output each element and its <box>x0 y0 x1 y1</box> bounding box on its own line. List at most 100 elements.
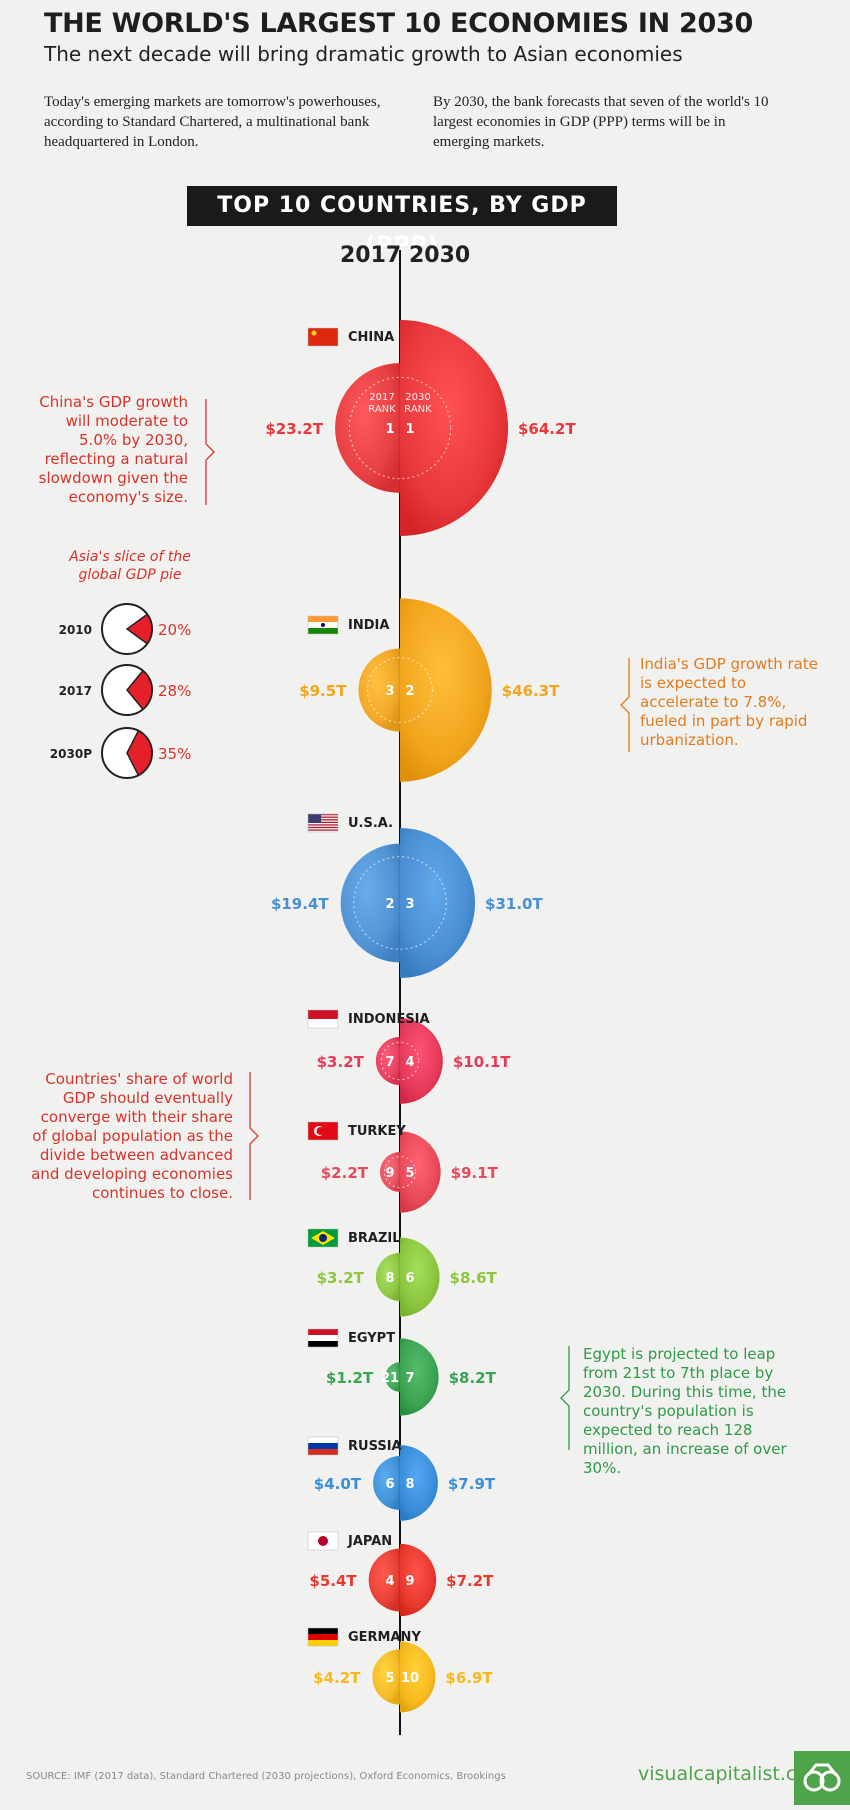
brand-logo-icon <box>794 1751 850 1805</box>
rank-caption-year: 2030 <box>405 392 430 403</box>
country-name: TURKEY <box>348 1124 406 1139</box>
bubble-2017 <box>375 1252 400 1302</box>
rank-2030: 8 <box>405 1477 414 1492</box>
value-label-2030: $6.9T <box>445 1669 493 1687</box>
rank-2017: 3 <box>385 684 394 699</box>
rank-2017: 7 <box>385 1055 394 1070</box>
bubble-2030 <box>400 1237 440 1317</box>
source-note: SOURCE: IMF (2017 data), Standard Charte… <box>26 1771 506 1782</box>
value-label-2030: $31.0T <box>485 895 543 913</box>
value-label-2030: $10.1T <box>453 1053 511 1071</box>
rank-2030: 7 <box>405 1371 414 1386</box>
value-label-2030: $8.6T <box>450 1269 498 1287</box>
country-name: INDIA <box>348 618 389 633</box>
value-label-2030: $46.3T <box>502 682 560 700</box>
rank-2017: 5 <box>385 1671 394 1686</box>
pie-percent-label: 28% <box>158 682 192 700</box>
bubble-2030 <box>400 827 476 979</box>
bubble-inner-ring <box>348 376 452 480</box>
pie-year-label: 2010 <box>58 623 92 637</box>
egypt-flag-icon <box>307 1328 339 1348</box>
egypt-note: Egypt is projected to leap from 21st to … <box>583 1345 787 1477</box>
value-label-2017: $4.0T <box>314 1475 362 1493</box>
country-name: CHINA <box>348 330 394 345</box>
rank-2017: 21 <box>381 1371 399 1386</box>
rank-2030: 1 <box>405 422 414 437</box>
india-flag-icon <box>307 615 339 635</box>
brazil-flag-icon <box>307 1228 339 1248</box>
india-note-bracket <box>620 658 630 752</box>
bubble-2030 <box>400 1338 439 1416</box>
bubble-inner-ring <box>367 657 433 723</box>
country-name: U.S.A. <box>348 816 393 831</box>
country-name: JAPAN <box>347 1534 392 1549</box>
country-name: BRAZIL <box>348 1231 401 1246</box>
brand-link[interactable]: visualcapitalist.com <box>638 1763 827 1785</box>
japan-flag-icon <box>307 1531 339 1551</box>
bubble-2017 <box>380 1152 400 1192</box>
intro-left: Today's emerging markets are tomorrow's … <box>44 94 381 150</box>
rank-2017: 9 <box>385 1166 394 1181</box>
usa-flag-icon <box>307 813 339 833</box>
pie-percent-label: 20% <box>158 621 192 639</box>
bubble-2030 <box>400 1445 438 1521</box>
bubble-inner-ring <box>380 1041 420 1081</box>
country-name: GERMANY <box>348 1630 421 1645</box>
india-note: India's GDP growth rate is expected to a… <box>640 655 818 749</box>
rank-2017: 4 <box>385 1574 394 1589</box>
germany-flag-icon <box>307 1627 339 1647</box>
rank-2030: 3 <box>405 897 414 912</box>
pie-slice-asia <box>126 669 153 711</box>
china-flag-icon <box>307 327 339 347</box>
value-label-2030: $7.9T <box>448 1475 496 1493</box>
share-note: Countries' share of world GDP should eve… <box>31 1070 233 1202</box>
bubble-2017 <box>340 843 400 963</box>
value-label-2017: $2.2T <box>321 1164 369 1182</box>
intro-right: By 2030, the bank forecasts that seven o… <box>433 94 769 150</box>
pie-year-label: 2030P <box>49 747 92 761</box>
rank-2017: 8 <box>385 1271 394 1286</box>
value-label-2030: $8.2T <box>449 1369 497 1387</box>
value-label-2017: $9.5T <box>299 682 347 700</box>
rank-caption-word: RANK <box>404 404 432 415</box>
value-label-2030: $7.2T <box>446 1572 494 1590</box>
chart-banner: TOP 10 COUNTRIES, BY GDP (PPP) <box>187 186 617 258</box>
value-label-2017: $3.2T <box>317 1053 365 1071</box>
country-name: RUSSIA <box>348 1439 402 1454</box>
china-note-bracket <box>205 399 215 505</box>
share-note-bracket <box>249 1072 259 1200</box>
turkey-flag-icon <box>307 1121 339 1141</box>
bubble-2030 <box>400 1018 443 1104</box>
rank-2030: 10 <box>401 1671 419 1686</box>
rank-2030: 5 <box>405 1166 414 1181</box>
value-label-2017: $4.2T <box>313 1669 361 1687</box>
china-note: China's GDP growth will moderate to 5.0%… <box>38 393 188 506</box>
bubble-2030 <box>400 598 492 782</box>
pie-slice-asia <box>126 729 153 777</box>
rank-2017: 2 <box>385 897 394 912</box>
rank-caption-year: 2017 <box>369 392 394 403</box>
year-label-2017: 2017 <box>340 243 402 268</box>
rank-2030: 6 <box>405 1271 414 1286</box>
pie-slice-asia <box>125 613 153 645</box>
bubble-2030 <box>400 320 508 536</box>
bubble-2017 <box>372 1649 400 1705</box>
value-label-2017: $3.2T <box>317 1269 365 1287</box>
country-name: EGYPT <box>348 1331 395 1346</box>
value-label-2030: $64.2T <box>518 420 576 438</box>
rank-2030: 9 <box>405 1574 414 1589</box>
bubble-2017 <box>373 1456 400 1510</box>
page-title: THE WORLD'S LARGEST 10 ECONOMIES IN 2030 <box>44 8 753 39</box>
bubble-2017 <box>335 363 400 493</box>
pie-year-label: 2017 <box>58 684 92 698</box>
bubble-inner-ring <box>383 1155 417 1189</box>
bubble-2030 <box>400 1641 436 1713</box>
rank-2017: 1 <box>385 422 394 437</box>
value-label-2017: $1.2T <box>326 1369 374 1387</box>
country-name: INDONESIA <box>348 1012 430 1027</box>
year-label-2030: 2030 <box>409 243 471 268</box>
egypt-note-bracket <box>560 1346 570 1450</box>
indonesia-flag-icon <box>307 1009 339 1029</box>
value-label-2030: $9.1T <box>451 1164 499 1182</box>
